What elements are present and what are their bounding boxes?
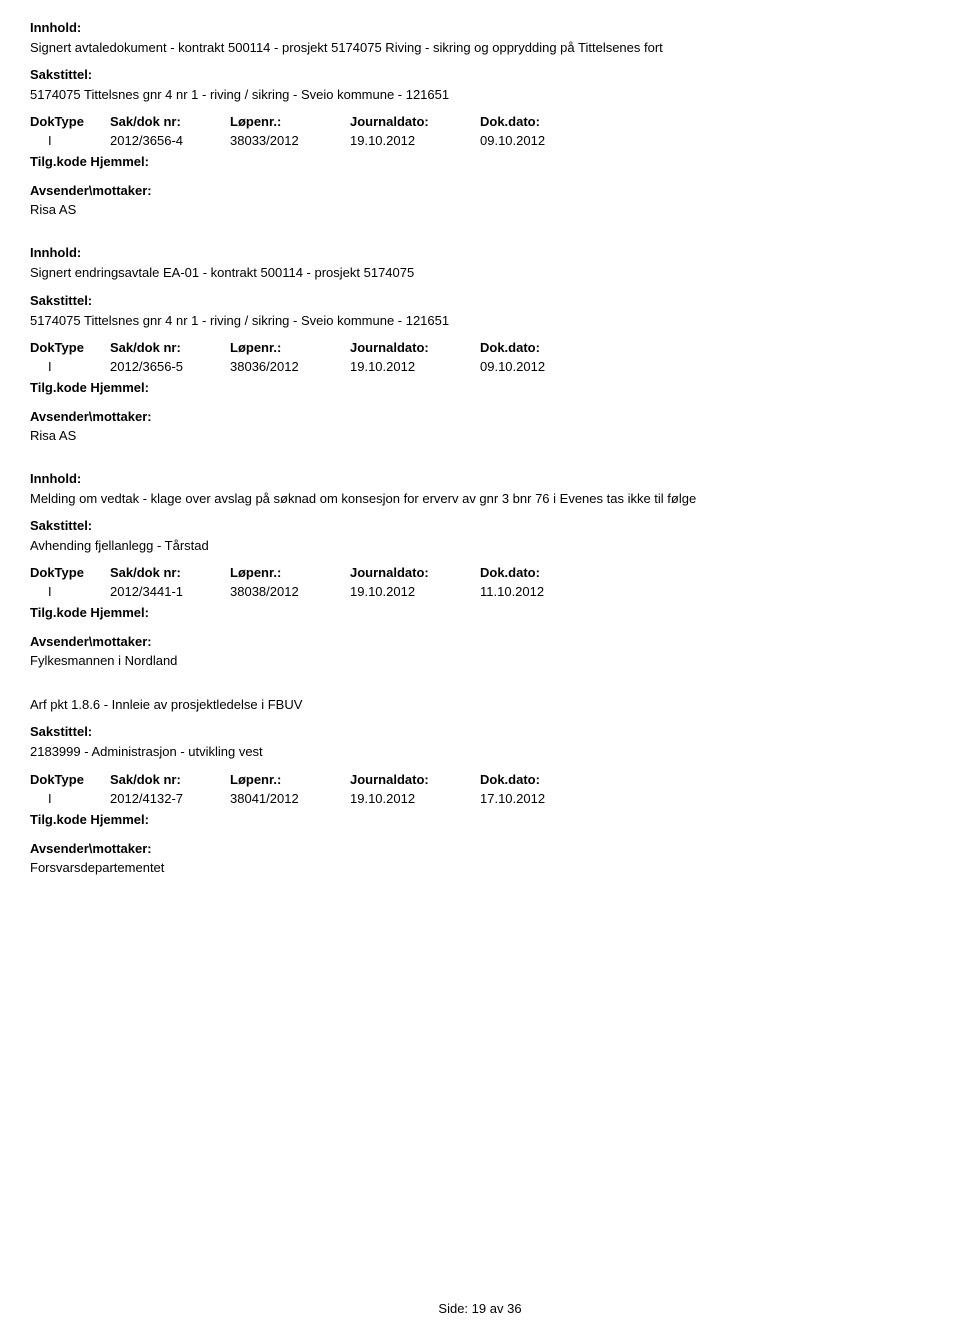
sakstittel-label: Sakstittel:	[30, 724, 930, 739]
page-footer: Side: 19 av 36	[0, 1301, 960, 1316]
col-lopenr-header: Løpenr.:	[230, 114, 350, 129]
col-dokdato-header: Dok.dato:	[480, 565, 600, 580]
col-doktype-header: DokType	[30, 340, 110, 355]
doktype-value: I	[30, 133, 110, 148]
lopenr-value: 38036/2012	[230, 359, 350, 374]
dokdato-value: 11.10.2012	[480, 584, 600, 599]
innhold-value: Melding om vedtak - klage over avslag på…	[30, 490, 930, 508]
col-sakdok-header: Sak/dok nr:	[110, 565, 230, 580]
columns-row: I 2012/3441-1 38038/2012 19.10.2012 11.1…	[30, 584, 930, 599]
journaldato-value: 19.10.2012	[350, 133, 480, 148]
col-sakdok-header: Sak/dok nr:	[110, 340, 230, 355]
doktype-value: I	[30, 584, 110, 599]
doktype-value: I	[30, 359, 110, 374]
col-journal-header: Journaldato:	[350, 565, 480, 580]
avsender-value: Risa AS	[30, 202, 930, 217]
col-doktype-header: DokType	[30, 114, 110, 129]
lopenr-value: 38041/2012	[230, 791, 350, 806]
avsender-label: Avsender\mottaker:	[30, 409, 930, 424]
avsender-value: Forsvarsdepartementet	[30, 860, 930, 875]
sakstittel-label: Sakstittel:	[30, 518, 930, 533]
col-journal-header: Journaldato:	[350, 114, 480, 129]
col-doktype-header: DokType	[30, 772, 110, 787]
col-journal-header: Journaldato:	[350, 340, 480, 355]
col-lopenr-header: Løpenr.:	[230, 340, 350, 355]
sakstittel-label: Sakstittel:	[30, 293, 930, 308]
sakdok-value: 2012/3656-4	[110, 133, 230, 148]
journaldato-value: 19.10.2012	[350, 359, 480, 374]
tilgkode-label: Tilg.kode Hjemmel:	[30, 605, 930, 620]
sakstittel-value: Avhending fjellanlegg - Tårstad	[30, 537, 930, 555]
col-journal-header: Journaldato:	[350, 772, 480, 787]
record-entry: Innhold: Melding om vedtak - klage over …	[30, 471, 930, 668]
sakdok-value: 2012/4132-7	[110, 791, 230, 806]
avsender-label: Avsender\mottaker:	[30, 183, 930, 198]
lopenr-value: 38033/2012	[230, 133, 350, 148]
innhold-label: Innhold:	[30, 245, 930, 260]
sakstittel-value: 2183999 - Administrasjon - utvikling ves…	[30, 743, 930, 761]
sakstittel-value: 5174075 Tittelsnes gnr 4 nr 1 - riving /…	[30, 86, 930, 104]
col-lopenr-header: Løpenr.:	[230, 565, 350, 580]
avsender-label: Avsender\mottaker:	[30, 634, 930, 649]
dokdato-value: 09.10.2012	[480, 359, 600, 374]
journaldato-value: 19.10.2012	[350, 791, 480, 806]
page-current: 19	[472, 1301, 486, 1316]
col-lopenr-header: Løpenr.:	[230, 772, 350, 787]
innhold-value: Signert endringsavtale EA-01 - kontrakt …	[30, 264, 930, 282]
record-entry: Innhold: Signert endringsavtale EA-01 - …	[30, 245, 930, 442]
side-label: Side:	[438, 1301, 468, 1316]
sakstittel-value: 5174075 Tittelsnes gnr 4 nr 1 - riving /…	[30, 312, 930, 330]
col-doktype-header: DokType	[30, 565, 110, 580]
innhold-label: Innhold:	[30, 20, 930, 35]
columns-row: I 2012/3656-5 38036/2012 19.10.2012 09.1…	[30, 359, 930, 374]
tilgkode-label: Tilg.kode Hjemmel:	[30, 154, 930, 169]
sakdok-value: 2012/3441-1	[110, 584, 230, 599]
page-total: 36	[507, 1301, 521, 1316]
innhold-value: Signert avtaledokument - kontrakt 500114…	[30, 39, 930, 57]
col-dokdato-header: Dok.dato:	[480, 340, 600, 355]
avsender-label: Avsender\mottaker:	[30, 841, 930, 856]
col-sakdok-header: Sak/dok nr:	[110, 772, 230, 787]
columns-header: DokType Sak/dok nr: Løpenr.: Journaldato…	[30, 565, 930, 580]
tilgkode-label: Tilg.kode Hjemmel:	[30, 812, 930, 827]
col-sakdok-header: Sak/dok nr:	[110, 114, 230, 129]
record-entry: Arf pkt 1.8.6 - Innleie av prosjektledel…	[30, 696, 930, 874]
columns-header: DokType Sak/dok nr: Løpenr.: Journaldato…	[30, 114, 930, 129]
col-dokdato-header: Dok.dato:	[480, 772, 600, 787]
sakstittel-label: Sakstittel:	[30, 67, 930, 82]
sakdok-value: 2012/3656-5	[110, 359, 230, 374]
lopenr-value: 38038/2012	[230, 584, 350, 599]
record-entry: Innhold: Signert avtaledokument - kontra…	[30, 20, 930, 217]
avsender-value: Fylkesmannen i Nordland	[30, 653, 930, 668]
journaldato-value: 19.10.2012	[350, 584, 480, 599]
columns-header: DokType Sak/dok nr: Løpenr.: Journaldato…	[30, 340, 930, 355]
columns-row: I 2012/4132-7 38041/2012 19.10.2012 17.1…	[30, 791, 930, 806]
innhold-label: Innhold:	[30, 471, 930, 486]
innhold-value: Arf pkt 1.8.6 - Innleie av prosjektledel…	[30, 696, 930, 714]
col-dokdato-header: Dok.dato:	[480, 114, 600, 129]
columns-row: I 2012/3656-4 38033/2012 19.10.2012 09.1…	[30, 133, 930, 148]
columns-header: DokType Sak/dok nr: Løpenr.: Journaldato…	[30, 772, 930, 787]
dokdato-value: 09.10.2012	[480, 133, 600, 148]
tilgkode-label: Tilg.kode Hjemmel:	[30, 380, 930, 395]
page-sep: av	[490, 1301, 504, 1316]
dokdato-value: 17.10.2012	[480, 791, 600, 806]
doktype-value: I	[30, 791, 110, 806]
avsender-value: Risa AS	[30, 428, 930, 443]
